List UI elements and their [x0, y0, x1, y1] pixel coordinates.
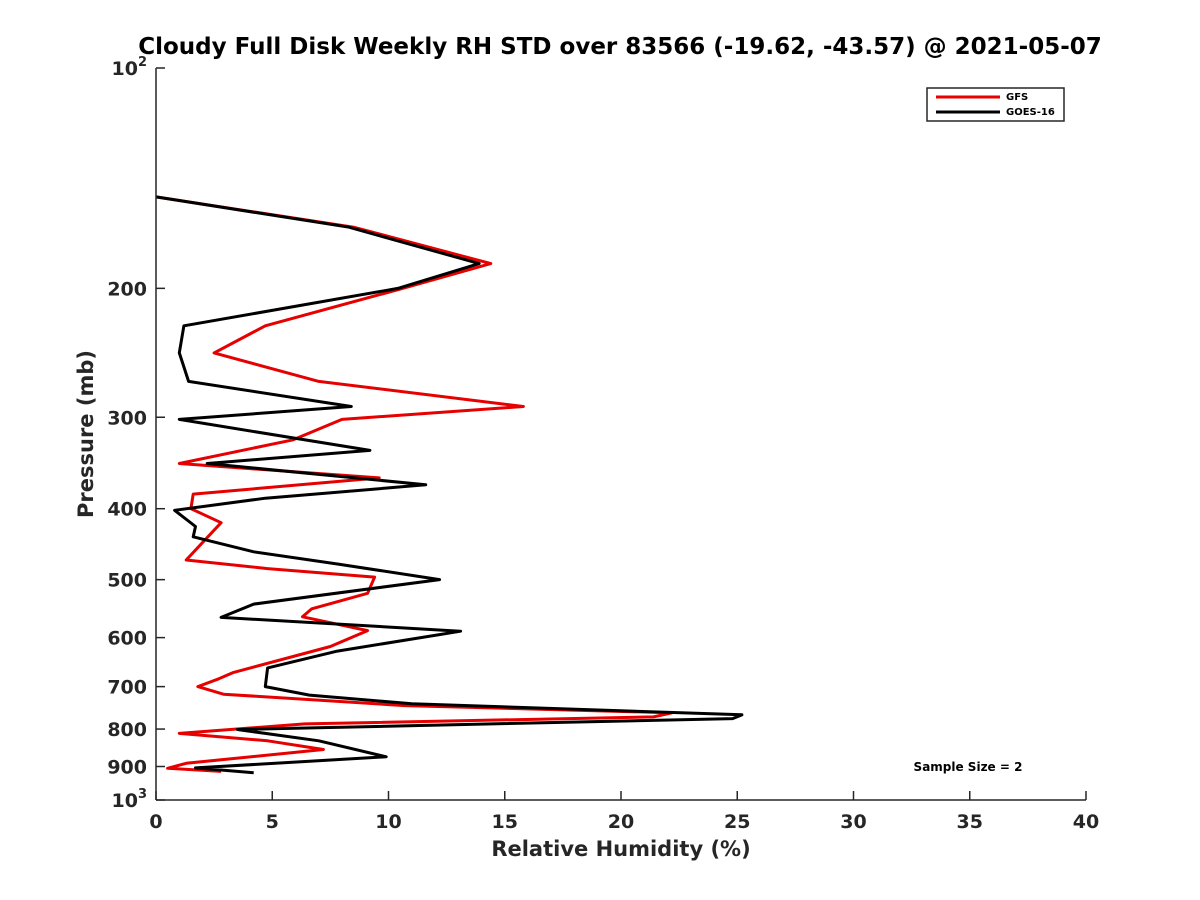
y-tick-label: 200 [107, 278, 147, 300]
legend-label-gfs: GFS [1006, 92, 1028, 103]
x-tick-label: 0 [149, 811, 162, 833]
x-tick-label: 35 [957, 811, 983, 833]
axes [155, 68, 1086, 801]
x-tick-label: 40 [1073, 811, 1099, 833]
y-tick-label: 500 [107, 570, 147, 592]
y-tick-label: 900 [107, 757, 147, 779]
plot-lines [155, 195, 744, 775]
x-ticks: 0 5 10 15 20 25 30 35 40 [149, 791, 1099, 833]
x-tick-label: 25 [724, 811, 750, 833]
x-tick-label: 10 [375, 811, 401, 833]
y-tick-label: 600 [107, 628, 147, 650]
y-tick-label: 102 [112, 55, 148, 80]
y-tick-label: 700 [107, 677, 147, 699]
x-tick-label: 15 [492, 811, 518, 833]
series-line-gfs [155, 195, 674, 773]
y-tick-label: 300 [107, 407, 147, 429]
x-axis-label: Relative Humidity (%) [491, 837, 750, 861]
x-tick-label: 20 [608, 811, 634, 833]
legend-box [926, 87, 1065, 122]
sample-size-annotation: Sample Size = 2 [914, 760, 1023, 774]
x-tick-label: 5 [266, 811, 279, 833]
y-ticks: 102 200 300 400 500 600 700 800 900 103 [107, 55, 165, 812]
y-axis-label: Pressure (mb) [74, 350, 98, 518]
chart-title: Cloudy Full Disk Weekly RH STD over 8356… [138, 34, 1102, 60]
x-tick-label: 30 [840, 811, 866, 833]
legend-label-goes16: GOES-16 [1006, 107, 1055, 118]
legend: GFS GOES-16 [926, 87, 1065, 122]
series-line-goes-16 [155, 195, 744, 775]
y-tick-label: 103 [112, 787, 148, 812]
y-tick-label: 800 [107, 719, 147, 741]
y-tick-label: 400 [107, 499, 147, 521]
